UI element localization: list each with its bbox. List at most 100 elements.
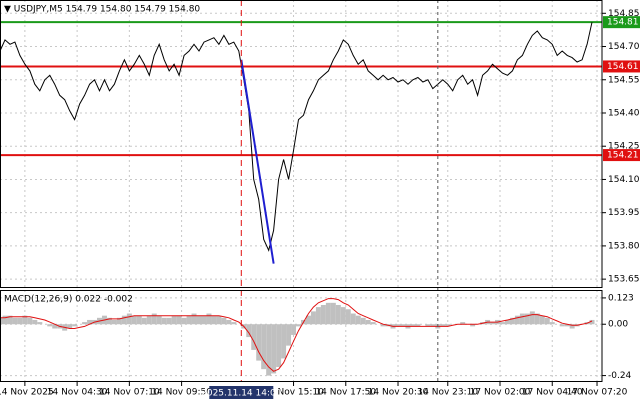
histogram-bar (87, 319, 93, 325)
histogram-bar (176, 315, 182, 325)
histogram-bar (111, 319, 117, 325)
histogram-bar (211, 315, 217, 325)
histogram-bar (305, 315, 311, 325)
panel-frame (0, 0, 603, 288)
histogram-bar (440, 324, 446, 327)
histogram-bar (52, 324, 58, 329)
x-tick-label: 17 Nov 04:40 (522, 388, 583, 398)
histogram-bar (504, 319, 510, 325)
histogram-bar (206, 313, 212, 325)
histogram-bar (47, 324, 53, 327)
histogram-bar (116, 317, 122, 325)
histogram-bar (564, 324, 570, 327)
histogram-bar (191, 313, 197, 325)
histogram-bar (460, 322, 466, 325)
x-tick-label: 17 Nov 02:00 (470, 388, 531, 398)
histogram-bar (330, 302, 336, 325)
x-tick-label: 17 Nov 07:20 (567, 388, 628, 398)
histogram-bar (2, 315, 8, 325)
crosshair-label: 2025.11.14 14:00 (201, 389, 282, 399)
histogram-bar (181, 317, 187, 325)
histogram-bar (271, 324, 277, 374)
histogram-bar (345, 309, 351, 325)
histogram-bar (340, 307, 346, 325)
histogram-bar (559, 324, 565, 327)
histogram-bar (524, 313, 530, 325)
histogram-bar (7, 315, 13, 325)
histogram-bar (335, 304, 341, 325)
histogram-bar (534, 313, 540, 325)
histogram-bar (286, 324, 292, 346)
price-line (0, 22, 593, 252)
histogram-bar (221, 317, 227, 325)
level-label: 154.61 (607, 62, 639, 72)
histogram-bar (529, 311, 535, 325)
histogram-bar (539, 315, 545, 325)
histogram-bar (171, 315, 177, 325)
trend-line (240, 59, 275, 264)
histogram-bar (166, 317, 172, 325)
histogram-bar (156, 315, 162, 325)
histogram-bar (246, 324, 252, 338)
histogram-bar (67, 324, 73, 329)
histogram-bar (544, 317, 550, 325)
x-tick-label: 14 Nov 17:50 (315, 388, 376, 398)
histogram-bar (161, 317, 167, 325)
histogram-bar (425, 324, 431, 327)
histogram-bar (281, 324, 287, 359)
histogram-bar (395, 324, 401, 327)
y-tick-label: 154.10 (608, 175, 640, 185)
y-tick-label: 154.70 (608, 42, 640, 52)
histogram-bar (519, 313, 525, 325)
histogram-bar (400, 324, 406, 327)
histogram-bar (12, 317, 18, 325)
y-tick-label: 0.123 (608, 293, 634, 303)
y-tick-label: 153.80 (608, 241, 640, 251)
histogram-bar (0, 317, 3, 325)
histogram-bar (589, 319, 595, 325)
histogram-bar (82, 322, 88, 325)
signal-line (0, 298, 593, 372)
histogram-bar (186, 315, 192, 325)
histogram-bar (380, 324, 386, 327)
histogram-bar (430, 324, 436, 327)
x-tick-label: 14 Nov 09:50 (151, 388, 212, 398)
histogram-bar (350, 313, 356, 325)
histogram-bar (146, 315, 152, 325)
histogram-bar (276, 324, 282, 368)
y-tick-label: 153.95 (608, 208, 640, 218)
histogram-bar (370, 322, 376, 325)
histogram-bar (17, 317, 23, 325)
histogram-bar (256, 324, 262, 361)
histogram-bar (310, 311, 316, 325)
histogram-bar (509, 317, 515, 325)
histogram-bar (325, 302, 331, 325)
histogram-bar (231, 322, 237, 325)
histogram-bar (365, 319, 371, 325)
histogram-bar (196, 315, 202, 325)
histogram-bar (126, 313, 132, 325)
level-label-box (603, 149, 640, 162)
histogram-bar (261, 324, 267, 370)
histogram-bar (500, 322, 505, 325)
x-tick-label: 14 Nov 07:10 (99, 388, 160, 398)
histogram-bar (490, 322, 496, 325)
histogram-bar (136, 315, 142, 325)
y-tick-label: 153.65 (608, 275, 640, 285)
level-label: 154.21 (607, 151, 639, 161)
histogram-bar (32, 319, 38, 325)
level-label: 154.81 (607, 18, 639, 28)
level-label-box (603, 60, 640, 73)
histogram-bar (106, 317, 112, 325)
y-tick-label: 154.25 (608, 142, 640, 152)
histogram-bar (121, 315, 127, 325)
x-tick-label: 14 Nov 23:10 (417, 388, 478, 398)
histogram-bar (315, 307, 321, 325)
y-tick-label: 154.40 (608, 108, 640, 118)
panel-frame (0, 290, 603, 382)
histogram-bar (291, 324, 297, 335)
histogram-bar (320, 304, 326, 325)
histogram-bar (355, 315, 361, 325)
